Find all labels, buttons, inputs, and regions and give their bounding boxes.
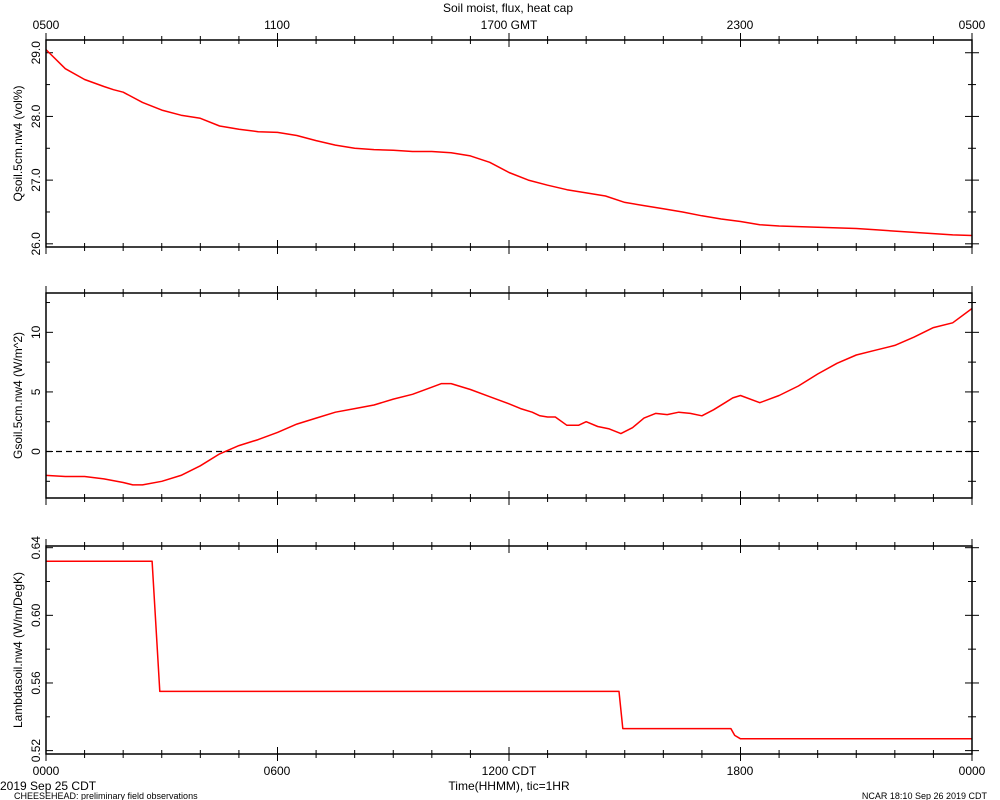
panels-group: 26.0 27.0 28.0 29.0 Qsoil.5cm.nw4 (vol%) 0 5 10… (11, 33, 979, 762)
bottom-tick-label-0: 0000 (33, 764, 60, 778)
panel-1-y-axis-label: Gsoil.5cm.nw4 (W/m^2) (11, 332, 25, 459)
footer-right: NCAR 18:10 Sep 26 2019 CDT (862, 791, 988, 800)
top-tick-label-0: 0500 (33, 18, 60, 32)
top-tick-label-1: 1100 (264, 18, 290, 32)
panel-2-y-tick-label-2: 0.60 (29, 603, 43, 627)
chart-title: Soil moist, flux, heat cap (443, 1, 573, 15)
top-tick-label-3: 2300 (727, 18, 754, 32)
bottom-tick-label-3: 1800 (727, 764, 754, 778)
panel-1-frame (45, 292, 973, 499)
panel-2-y-tick-label-1: 0.56 (29, 671, 43, 695)
panel-2-y-axis-label: Lambdasoil.nw4 (W/m/DegK) (11, 572, 25, 728)
panel-2-series-0-line (46, 560, 972, 740)
panel-0-y-tick-label-1: 27.0 (29, 168, 43, 192)
panel-2-y-tick-label-3: 0.64 (29, 536, 43, 560)
top-tick-label-4: 0500 (959, 18, 986, 32)
top-tick-label-2: 1700 GMT (481, 18, 538, 32)
panel-1-y-tick-label-1: 5 (29, 388, 43, 395)
bottom-tick-label-4: 0000 (959, 764, 986, 778)
panel-0-y-tick-label-0: 26.0 (29, 232, 43, 256)
footer-left: CHEESEHEAD: preliminary field observatio… (14, 791, 198, 800)
panel-1-y-tick-label-2: 10 (29, 325, 43, 339)
date-label: 2019 Sep 25 CDT (0, 779, 97, 793)
x-axis-label: Time(HHMM), tic=1HR (448, 779, 570, 793)
panel-0-y-axis-label: Qsoil.5cm.nw4 (vol%) (11, 85, 25, 201)
panel-0-y-tick-label-3: 29.0 (29, 41, 43, 65)
panel-0-y-tick-label-2: 28.0 (29, 104, 43, 128)
bottom-tick-label-2: 1200 CDT (482, 764, 537, 778)
panel-2-y-tick-label-0: 0.52 (29, 739, 43, 763)
panel-1-series-0-line (45, 307, 973, 486)
bottom-tick-label-1: 0600 (264, 764, 291, 778)
panel-0-series-0-line (45, 49, 973, 237)
panel-2-frame (45, 545, 973, 755)
panel-0-frame (45, 39, 973, 248)
panel-1-y-tick-label-0: 0 (29, 448, 43, 455)
